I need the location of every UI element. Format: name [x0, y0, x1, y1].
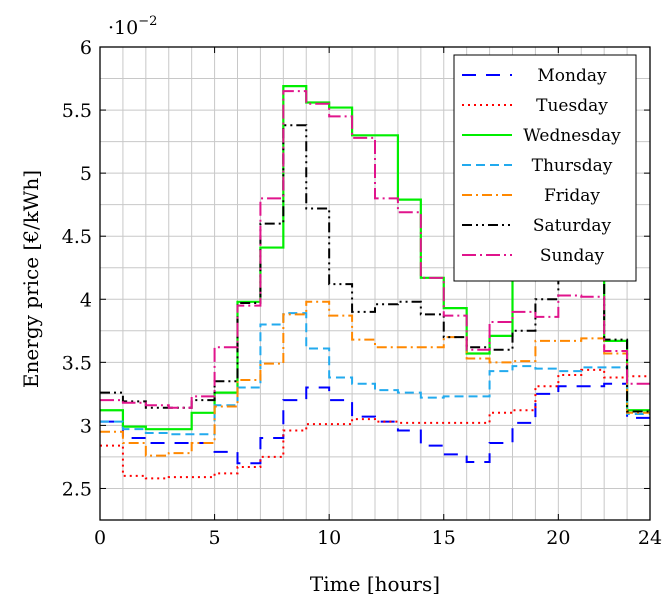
series-line-tuesday: [100, 368, 650, 480]
legend-entry-thursday: Thursday: [532, 156, 613, 176]
legend-entry-sunday: Sunday: [540, 246, 605, 266]
y-tick-label: 6: [80, 37, 92, 59]
x-tick-labels: 0 5 10 15 20 24: [94, 527, 662, 549]
y-tick-label: 4.5: [62, 226, 92, 248]
y-multiplier-base: ·10: [108, 17, 138, 39]
series-line-thursday: [100, 312, 650, 436]
y-tick-label: 5.5: [62, 100, 92, 122]
y-tick-label: 4: [80, 289, 92, 311]
series-line-sunday: [100, 90, 650, 409]
legend-box: [453, 54, 637, 282]
x-axis-label: Time [hours]: [310, 572, 440, 596]
tick-marks: [99, 46, 651, 520]
x-tick-label: 15: [432, 527, 456, 549]
y-multiplier-label: ·10−2: [108, 14, 157, 39]
y-tick-label: 5: [80, 163, 92, 185]
x-tick-label: 20: [546, 527, 570, 549]
series-line-friday: [100, 300, 650, 457]
y-tick-label: 2.5: [62, 478, 92, 500]
x-tick-label: 5: [209, 527, 221, 549]
y-multiplier-exponent: −2: [138, 14, 157, 29]
y-tick-label: 3: [80, 415, 92, 437]
x-tick-label: 10: [317, 527, 341, 549]
plot-frame: [99, 46, 651, 521]
legend-entry-friday: Friday: [544, 186, 600, 206]
legend-entry-wednesday: Wednesday: [523, 126, 621, 146]
x-tick-label: 24: [638, 527, 662, 549]
legend-entry-monday: Monday: [537, 66, 607, 86]
y-axis-label: Energy price [€/kWh]: [19, 170, 43, 388]
y-tick-labels: 2.5 3 3.5 4 4.5 5 5.5 6: [62, 37, 92, 500]
legend: Monday Tuesday Wednesday Thursday Friday Satu…: [453, 54, 637, 282]
legend-entry-tuesday: Tuesday: [536, 96, 608, 116]
y-tick-label: 3.5: [62, 352, 92, 374]
x-tick-label: 0: [94, 527, 106, 549]
legend-entry-saturday: Saturday: [533, 216, 612, 236]
